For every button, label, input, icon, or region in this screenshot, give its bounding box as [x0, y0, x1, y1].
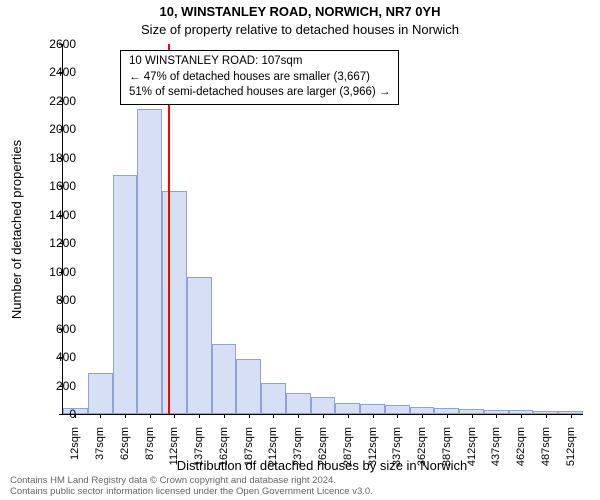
x-tick-mark	[373, 414, 374, 418]
callout-box: 10 WINSTANLEY ROAD: 107sqm ← 47% of deta…	[120, 50, 399, 105]
y-tick-label: 200	[36, 379, 76, 393]
x-tick-mark	[348, 414, 349, 418]
y-tick-label: 600	[36, 322, 76, 336]
y-tick-label: 2400	[36, 65, 76, 79]
y-tick-label: 1800	[36, 151, 76, 165]
y-tick-label: 1400	[36, 208, 76, 222]
y-tick-label: 0	[36, 407, 76, 421]
histogram-bar	[335, 403, 360, 414]
x-tick-mark	[472, 414, 473, 418]
histogram-bar	[311, 397, 336, 414]
histogram-bar	[137, 109, 162, 414]
x-tick-mark	[273, 414, 274, 418]
x-axis-label: Distribution of detached houses by size …	[62, 458, 582, 473]
callout-line-2: ← 47% of detached houses are smaller (3,…	[129, 70, 390, 86]
x-tick-mark	[496, 414, 497, 418]
x-tick-mark	[546, 414, 547, 418]
y-tick-label: 2200	[36, 94, 76, 108]
y-tick-label: 400	[36, 350, 76, 364]
x-tick-mark	[298, 414, 299, 418]
histogram-bar	[286, 393, 311, 414]
y-tick-label: 2600	[36, 37, 76, 51]
footer-attribution: Contains HM Land Registry data © Crown c…	[10, 476, 373, 498]
x-tick-mark	[224, 414, 225, 418]
x-tick-mark	[199, 414, 200, 418]
histogram-bar	[212, 344, 237, 414]
y-tick-label: 2000	[36, 122, 76, 136]
histogram-bar	[385, 405, 410, 414]
x-tick-mark	[521, 414, 522, 418]
histogram-bar	[410, 407, 435, 414]
x-tick-mark	[249, 414, 250, 418]
page-title: 10, WINSTANLEY ROAD, NORWICH, NR7 0YH	[0, 4, 600, 19]
y-tick-label: 1200	[36, 236, 76, 250]
x-tick-mark	[150, 414, 151, 418]
page-subtitle: Size of property relative to detached ho…	[0, 22, 600, 37]
x-tick-mark	[100, 414, 101, 418]
x-tick-mark	[174, 414, 175, 418]
x-tick-mark	[422, 414, 423, 418]
histogram-bar	[113, 175, 138, 414]
x-tick-mark	[447, 414, 448, 418]
callout-line-1: 10 WINSTANLEY ROAD: 107sqm	[129, 54, 390, 70]
chart-area: 12sqm37sqm62sqm87sqm112sqm137sqm162sqm18…	[62, 44, 582, 414]
y-tick-label: 1000	[36, 265, 76, 279]
footer-line-2: Contains public sector information licen…	[10, 487, 373, 498]
callout-line-3: 51% of semi-detached houses are larger (…	[129, 85, 390, 101]
histogram-bar	[236, 359, 261, 415]
histogram-bar	[88, 373, 113, 414]
histogram-bar	[360, 404, 385, 414]
y-axis-label: Number of detached properties	[10, 44, 24, 414]
x-tick-mark	[571, 414, 572, 418]
y-tick-label: 1600	[36, 179, 76, 193]
chart-container: 10, WINSTANLEY ROAD, NORWICH, NR7 0YH Si…	[0, 0, 600, 500]
x-tick-mark	[125, 414, 126, 418]
histogram-bar	[187, 277, 212, 414]
x-tick-mark	[397, 414, 398, 418]
x-tick-mark	[323, 414, 324, 418]
y-tick-label: 800	[36, 293, 76, 307]
histogram-bar	[261, 383, 286, 414]
histogram-bar	[162, 191, 187, 414]
